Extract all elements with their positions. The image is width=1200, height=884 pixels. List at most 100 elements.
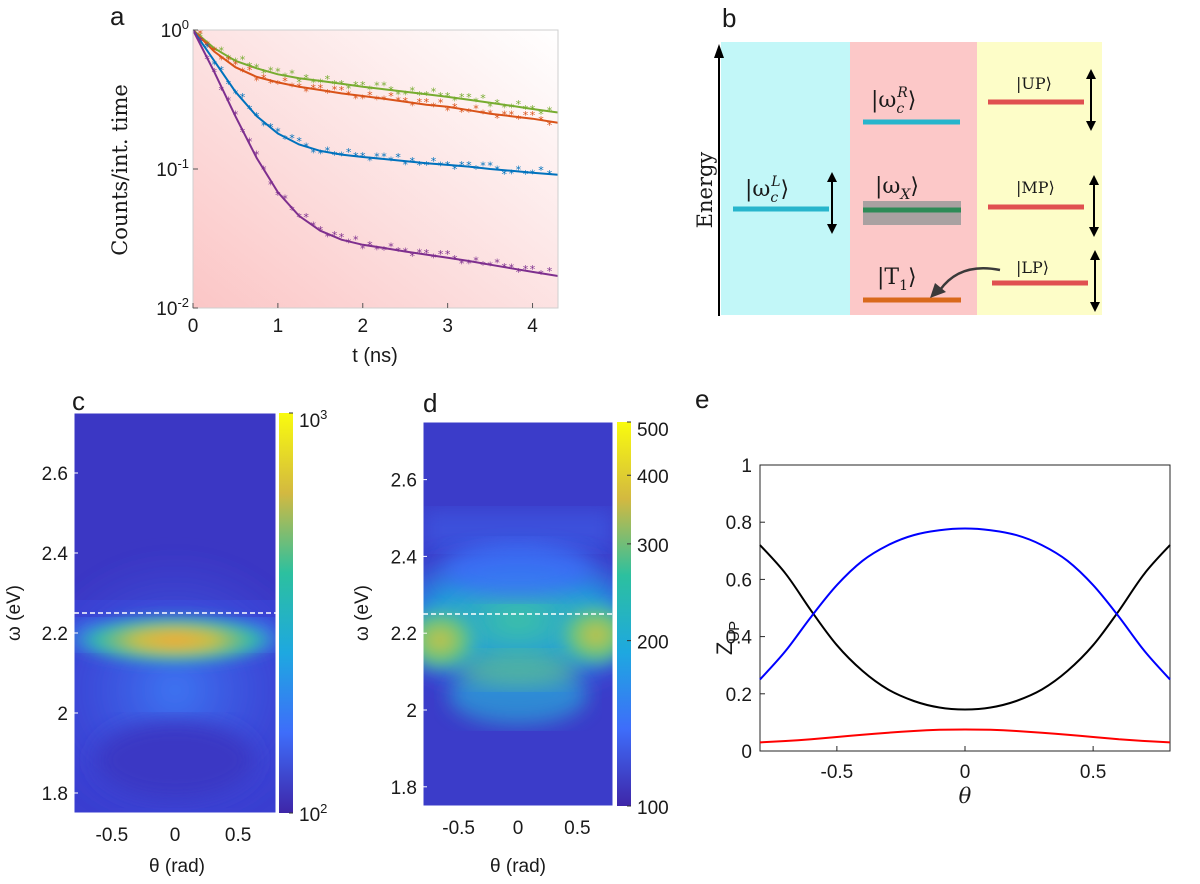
marker: * <box>318 224 324 237</box>
label-mp: |MP⟩ <box>1016 178 1055 197</box>
marker: * <box>501 108 507 121</box>
marker: * <box>487 159 493 172</box>
label-omega-c-right: |ωcR⟩ <box>871 85 916 117</box>
x-tick-label: 0.5 <box>225 825 251 846</box>
marker: * <box>332 149 338 162</box>
series-line-black <box>759 544 1171 711</box>
marker: * <box>388 84 394 97</box>
series-line-orange <box>193 30 558 124</box>
marker: * <box>219 64 225 77</box>
panel-c: c -0.5 0 0.5 1.8 2 2.2 2.4 2.6 102 103 θ (rad) ω … <box>4 386 327 877</box>
marker: * <box>282 133 288 146</box>
marker: * <box>332 84 338 97</box>
e-ytick-label: 0.6 <box>726 570 752 591</box>
marker: * <box>211 45 217 58</box>
y-tick-label: 2.4 <box>42 544 69 565</box>
marker: * <box>452 163 458 176</box>
panel-c-frame <box>73 412 277 814</box>
marker: * <box>410 155 416 168</box>
panel-e-xlabel: θ <box>959 784 972 808</box>
marker: * <box>268 65 274 78</box>
marker: * <box>311 82 317 95</box>
marker: * <box>480 160 486 173</box>
marker: * <box>374 151 380 164</box>
marker: * <box>226 78 232 91</box>
e-xtick-label: 0.5 <box>1080 762 1106 783</box>
marker: * <box>445 248 451 261</box>
marker: * <box>353 79 359 92</box>
marker: * <box>459 159 465 172</box>
marker: * <box>388 155 394 168</box>
marker: * <box>219 53 225 66</box>
e-ytick-label: 0.4 <box>726 628 753 649</box>
panel-d-ylabel: ω (eV) <box>352 585 373 641</box>
marker: * <box>431 86 437 99</box>
y-tick-label: 2.2 <box>42 624 68 645</box>
marker: * <box>275 78 281 91</box>
marker: * <box>226 94 232 107</box>
marker: * <box>395 88 401 101</box>
marker: * <box>473 103 479 116</box>
marker: * <box>296 81 302 94</box>
marker: * <box>381 94 387 107</box>
marker: * <box>268 77 274 90</box>
marker: * <box>211 66 217 79</box>
marker: * <box>516 98 522 111</box>
marker: * <box>289 204 295 217</box>
marker: * <box>353 233 359 246</box>
e-xtick-label: -0.5 <box>821 762 854 783</box>
marker: * <box>346 146 352 159</box>
x-tick-label: 0 <box>170 825 181 846</box>
marker: * <box>480 92 486 105</box>
marker: * <box>424 89 430 102</box>
marker: * <box>381 150 387 163</box>
marker: * <box>424 159 430 172</box>
marker: * <box>538 268 544 281</box>
marker: * <box>487 108 493 121</box>
heatmap-d <box>423 422 613 806</box>
panel-d: d -0.5 0 0.5 1.8 2 2.2 2.4 2.6 100 200 300 400 500 θ… <box>352 388 669 877</box>
marker: * <box>509 261 515 274</box>
marker: * <box>480 259 486 272</box>
marker: * <box>530 263 536 276</box>
marker: * <box>445 90 451 103</box>
marker: * <box>233 58 239 71</box>
marker: * <box>282 192 288 205</box>
marker: * <box>325 73 331 86</box>
label-omega-c-left: |ωcL⟩ <box>745 174 789 206</box>
marker: * <box>204 38 210 51</box>
marker: * <box>367 89 373 102</box>
marker: * <box>311 146 317 159</box>
marker: * <box>402 88 408 101</box>
marker: * <box>480 107 486 120</box>
marker: * <box>374 244 380 257</box>
label-t1: |T1⟩ <box>877 265 917 294</box>
marker: * <box>346 236 352 249</box>
marker: * <box>466 258 472 271</box>
marker: * <box>547 119 553 132</box>
marker: * <box>240 126 246 139</box>
marker: * <box>466 106 472 119</box>
marker: * <box>325 144 331 157</box>
panel-a-ylabel: Counts/int. time <box>108 84 132 256</box>
marker: * <box>325 87 331 100</box>
marker: * <box>332 78 338 91</box>
marker: * <box>501 261 507 274</box>
marker: * <box>431 251 437 264</box>
marker: * <box>494 164 500 177</box>
marker: * <box>473 254 479 267</box>
marker: * <box>452 101 458 114</box>
series-markers-orange: * ** ** * ** ** * * * * * * * * * * * * * * * * * * * * * * * * * ** * * *… <box>193 30 553 132</box>
marker: * <box>438 97 444 110</box>
marker: * <box>410 85 416 98</box>
marker: * <box>417 96 423 109</box>
marker: * <box>247 60 253 73</box>
panel-b-label: b <box>722 3 736 33</box>
e-xtick-label: 0 <box>960 762 971 783</box>
panel-e-ylabel: ZUP <box>712 621 743 655</box>
label-up: |UP⟩ <box>1016 74 1052 93</box>
marker: * <box>282 75 288 88</box>
marker: * <box>547 265 553 278</box>
exciton-band <box>863 201 961 225</box>
